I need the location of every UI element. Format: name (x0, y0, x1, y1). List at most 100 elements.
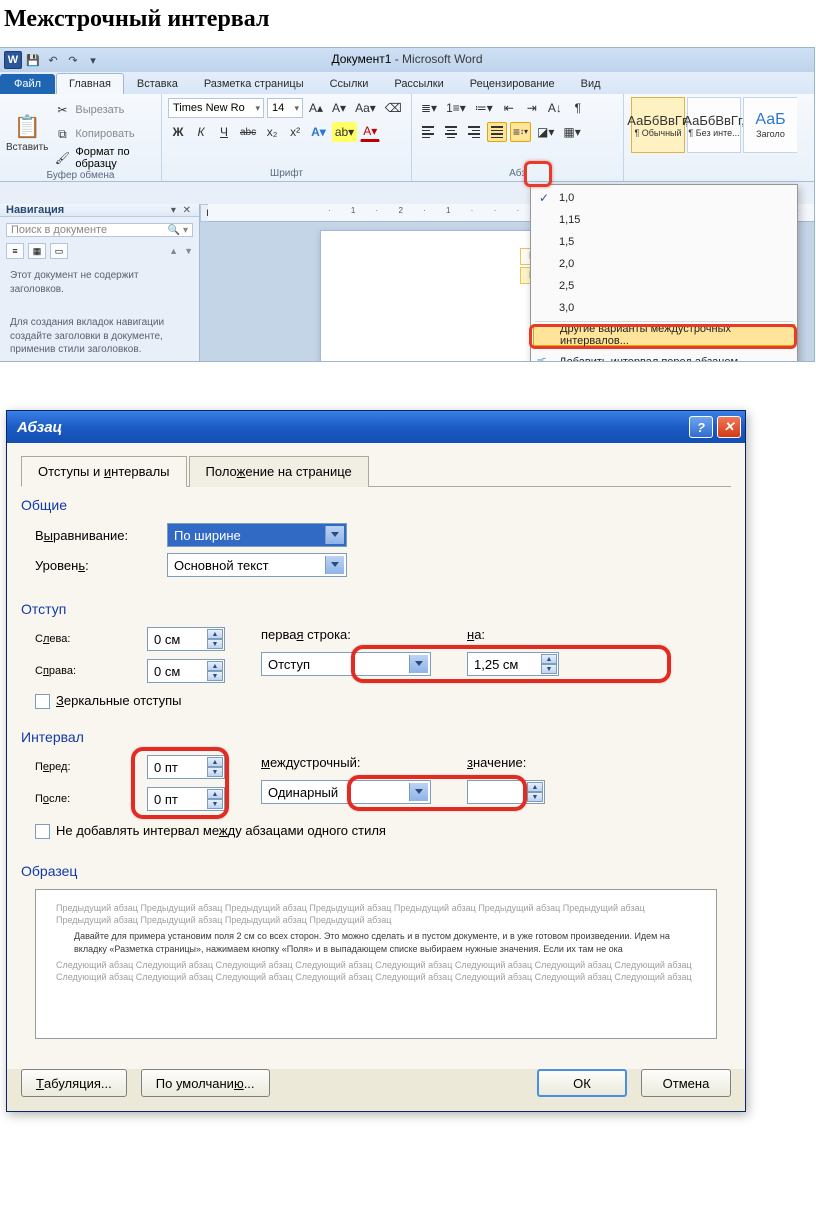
italic-button[interactable]: К (191, 122, 211, 142)
nav-header: Навигация ▾ ✕ (0, 204, 199, 217)
align-left-icon[interactable] (418, 122, 438, 142)
format-painter-icon[interactable]: 🖌 (52, 148, 72, 168)
bullets-icon[interactable]: ≣▾ (418, 98, 440, 118)
increase-indent-icon[interactable]: ⇥ (522, 98, 542, 118)
space-before-spinner[interactable]: 0 пт▲▼ (147, 755, 225, 779)
font-size-select[interactable]: 14 (267, 98, 303, 118)
grow-font-icon[interactable]: A▴ (306, 98, 326, 118)
cut-icon[interactable]: ✂ (52, 100, 72, 120)
tab-home[interactable]: Главная (56, 73, 124, 94)
highlight-icon[interactable]: ab▾ (332, 122, 357, 142)
tab-view[interactable]: Вид (568, 73, 614, 94)
clear-format-icon[interactable]: ⌫ (382, 98, 405, 118)
qat-save-icon[interactable]: 💾 (24, 51, 42, 69)
nav-controls[interactable]: ▾ ✕ (171, 205, 193, 216)
font-name-select[interactable]: Times New Ro (168, 98, 264, 118)
first-line-label: первая строка: (261, 627, 431, 642)
style-heading[interactable]: АаБЗаголо (743, 97, 797, 153)
style-normal[interactable]: АаБбВвГг,¶ Обычный (631, 97, 685, 153)
space-after-spinner[interactable]: 0 пт▲▼ (147, 787, 225, 811)
group-label-font: Шрифт (168, 167, 405, 180)
close-button[interactable]: ✕ (717, 416, 741, 438)
spacing-at-spinner[interactable]: ▲▼ (467, 780, 545, 804)
borders-icon[interactable]: ▦▾ (560, 122, 583, 142)
qat-redo-icon[interactable]: ↷ (64, 51, 82, 69)
tab-layout[interactable]: Разметка страницы (191, 73, 317, 94)
tab-insert[interactable]: Вставка (124, 73, 191, 94)
indent-by-spinner[interactable]: 1,25 см▲▼ (467, 652, 559, 676)
indent-right-spinner[interactable]: 0 см▲▼ (147, 659, 225, 683)
outline-level-select[interactable]: Основной текст (167, 553, 347, 577)
nav-tab-results-icon[interactable]: ▭ (50, 243, 68, 259)
align-justify-icon[interactable] (487, 122, 507, 142)
dont-add-space-checkbox[interactable]: Не добавлять интервал между абзацами одн… (35, 823, 386, 839)
qat-undo-icon[interactable]: ↶ (44, 51, 62, 69)
dialog-body: Отступы и интервалы Положение на страниц… (7, 443, 745, 1069)
nav-tab-pages-icon[interactable]: ▦ (28, 243, 46, 259)
ls-option-2[interactable]: 1,15 (531, 209, 797, 231)
ls-option-4[interactable]: 2,0 (531, 253, 797, 275)
ls-other-options[interactable]: Другие варианты междустрочных интервалов… (533, 324, 795, 346)
dialog-tabs: Отступы и интервалы Положение на страниц… (21, 455, 731, 487)
group-font: Times New Ro 14 A▴ A▾ Aa▾ ⌫ Ж К Ч abc x₂… (162, 94, 412, 181)
sort-icon[interactable]: A↓ (545, 98, 565, 118)
tab-pageposition[interactable]: Положение на странице (189, 456, 369, 487)
nav-down-icon[interactable]: ▼ (184, 246, 193, 256)
help-button[interactable]: ? (689, 416, 713, 438)
navigation-pane: Навигация ▾ ✕ Поиск в документе ≡ ▦ ▭ ▲ ▼… (0, 204, 200, 361)
line-spacing-select[interactable]: Одинарный (261, 780, 431, 804)
tab-indents[interactable]: Отступы и интервалы (21, 456, 187, 487)
superscript-button[interactable]: x² (285, 122, 305, 142)
tab-mail[interactable]: Рассылки (381, 73, 456, 94)
text-effects-icon[interactable]: A▾ (308, 122, 329, 142)
show-marks-icon[interactable]: ¶ (568, 98, 588, 118)
indent-left-spinner[interactable]: 0 см▲▼ (147, 627, 225, 651)
copy-label[interactable]: Копировать (75, 128, 134, 140)
format-painter-label[interactable]: Формат по образцу (75, 146, 155, 170)
tab-refs[interactable]: Ссылки (317, 73, 382, 94)
dialog-buttons: Табуляция... По умолчанию... ОК Отмена (7, 1069, 745, 1111)
nav-search-input[interactable]: Поиск в документе (6, 223, 193, 237)
nav-message2: Для создания вкладок навигации создайте … (10, 316, 189, 357)
mirror-indents-checkbox[interactable]: Зеркальные отступы (35, 693, 181, 709)
ls-add-before[interactable]: ≡̄Добавить интервал перед абзацем (531, 351, 797, 362)
align-right-icon[interactable] (464, 122, 484, 142)
nav-up-icon[interactable]: ▲ (169, 246, 178, 256)
paste-button[interactable]: 📋 Вставить (6, 97, 48, 169)
line-spacing-button[interactable]: ≡↕▾ (510, 122, 531, 142)
group-label-clipboard: Буфер обмена (6, 169, 155, 182)
first-line-select[interactable]: Отступ (261, 652, 431, 676)
style-nospacing[interactable]: АаБбВвГг,¶ Без инте... (687, 97, 741, 153)
underline-button[interactable]: Ч (214, 122, 234, 142)
tabs-button[interactable]: Табуляция... (21, 1069, 127, 1097)
ls-option-3[interactable]: 1,5 (531, 231, 797, 253)
numbering-icon[interactable]: 1≡▾ (443, 98, 469, 118)
ls-option-5[interactable]: 2,5 (531, 275, 797, 297)
nav-tab-headings-icon[interactable]: ≡ (6, 243, 24, 259)
ls-option-6[interactable]: 3,0 (531, 297, 797, 319)
cancel-button[interactable]: Отмена (641, 1069, 731, 1097)
strike-button[interactable]: abc (237, 122, 259, 142)
alignment-select[interactable]: По ширине (167, 523, 347, 547)
bold-button[interactable]: Ж (168, 122, 188, 142)
ls-option-1[interactable]: ✓1,0 (531, 187, 797, 209)
cut-label[interactable]: Вырезать (75, 104, 124, 116)
decrease-indent-icon[interactable]: ⇤ (499, 98, 519, 118)
change-case-icon[interactable]: Aa▾ (352, 98, 379, 118)
subscript-button[interactable]: x₂ (262, 122, 282, 142)
default-button[interactable]: По умолчанию... (141, 1069, 270, 1097)
shrink-font-icon[interactable]: A▾ (329, 98, 349, 118)
group-styles: АаБбВвГг,¶ Обычный АаБбВвГг,¶ Без инте..… (624, 94, 814, 181)
multilevel-icon[interactable]: ≔▾ (472, 98, 496, 118)
section-indent: Отступ (21, 601, 731, 617)
copy-icon[interactable]: ⧉ (52, 124, 72, 144)
font-color-icon[interactable]: A▾ (360, 122, 380, 142)
qat-more-icon[interactable]: ▾ (84, 51, 102, 69)
align-center-icon[interactable] (441, 122, 461, 142)
nav-title: Навигация (6, 204, 64, 216)
tab-review[interactable]: Рецензирование (457, 73, 568, 94)
word-titlebar: W 💾 ↶ ↷ ▾ Документ1 - Microsoft Word (0, 48, 814, 72)
tab-file[interactable]: Файл (0, 74, 55, 94)
ok-button[interactable]: ОК (537, 1069, 627, 1097)
shading-icon[interactable]: ◪▾ (534, 122, 557, 142)
